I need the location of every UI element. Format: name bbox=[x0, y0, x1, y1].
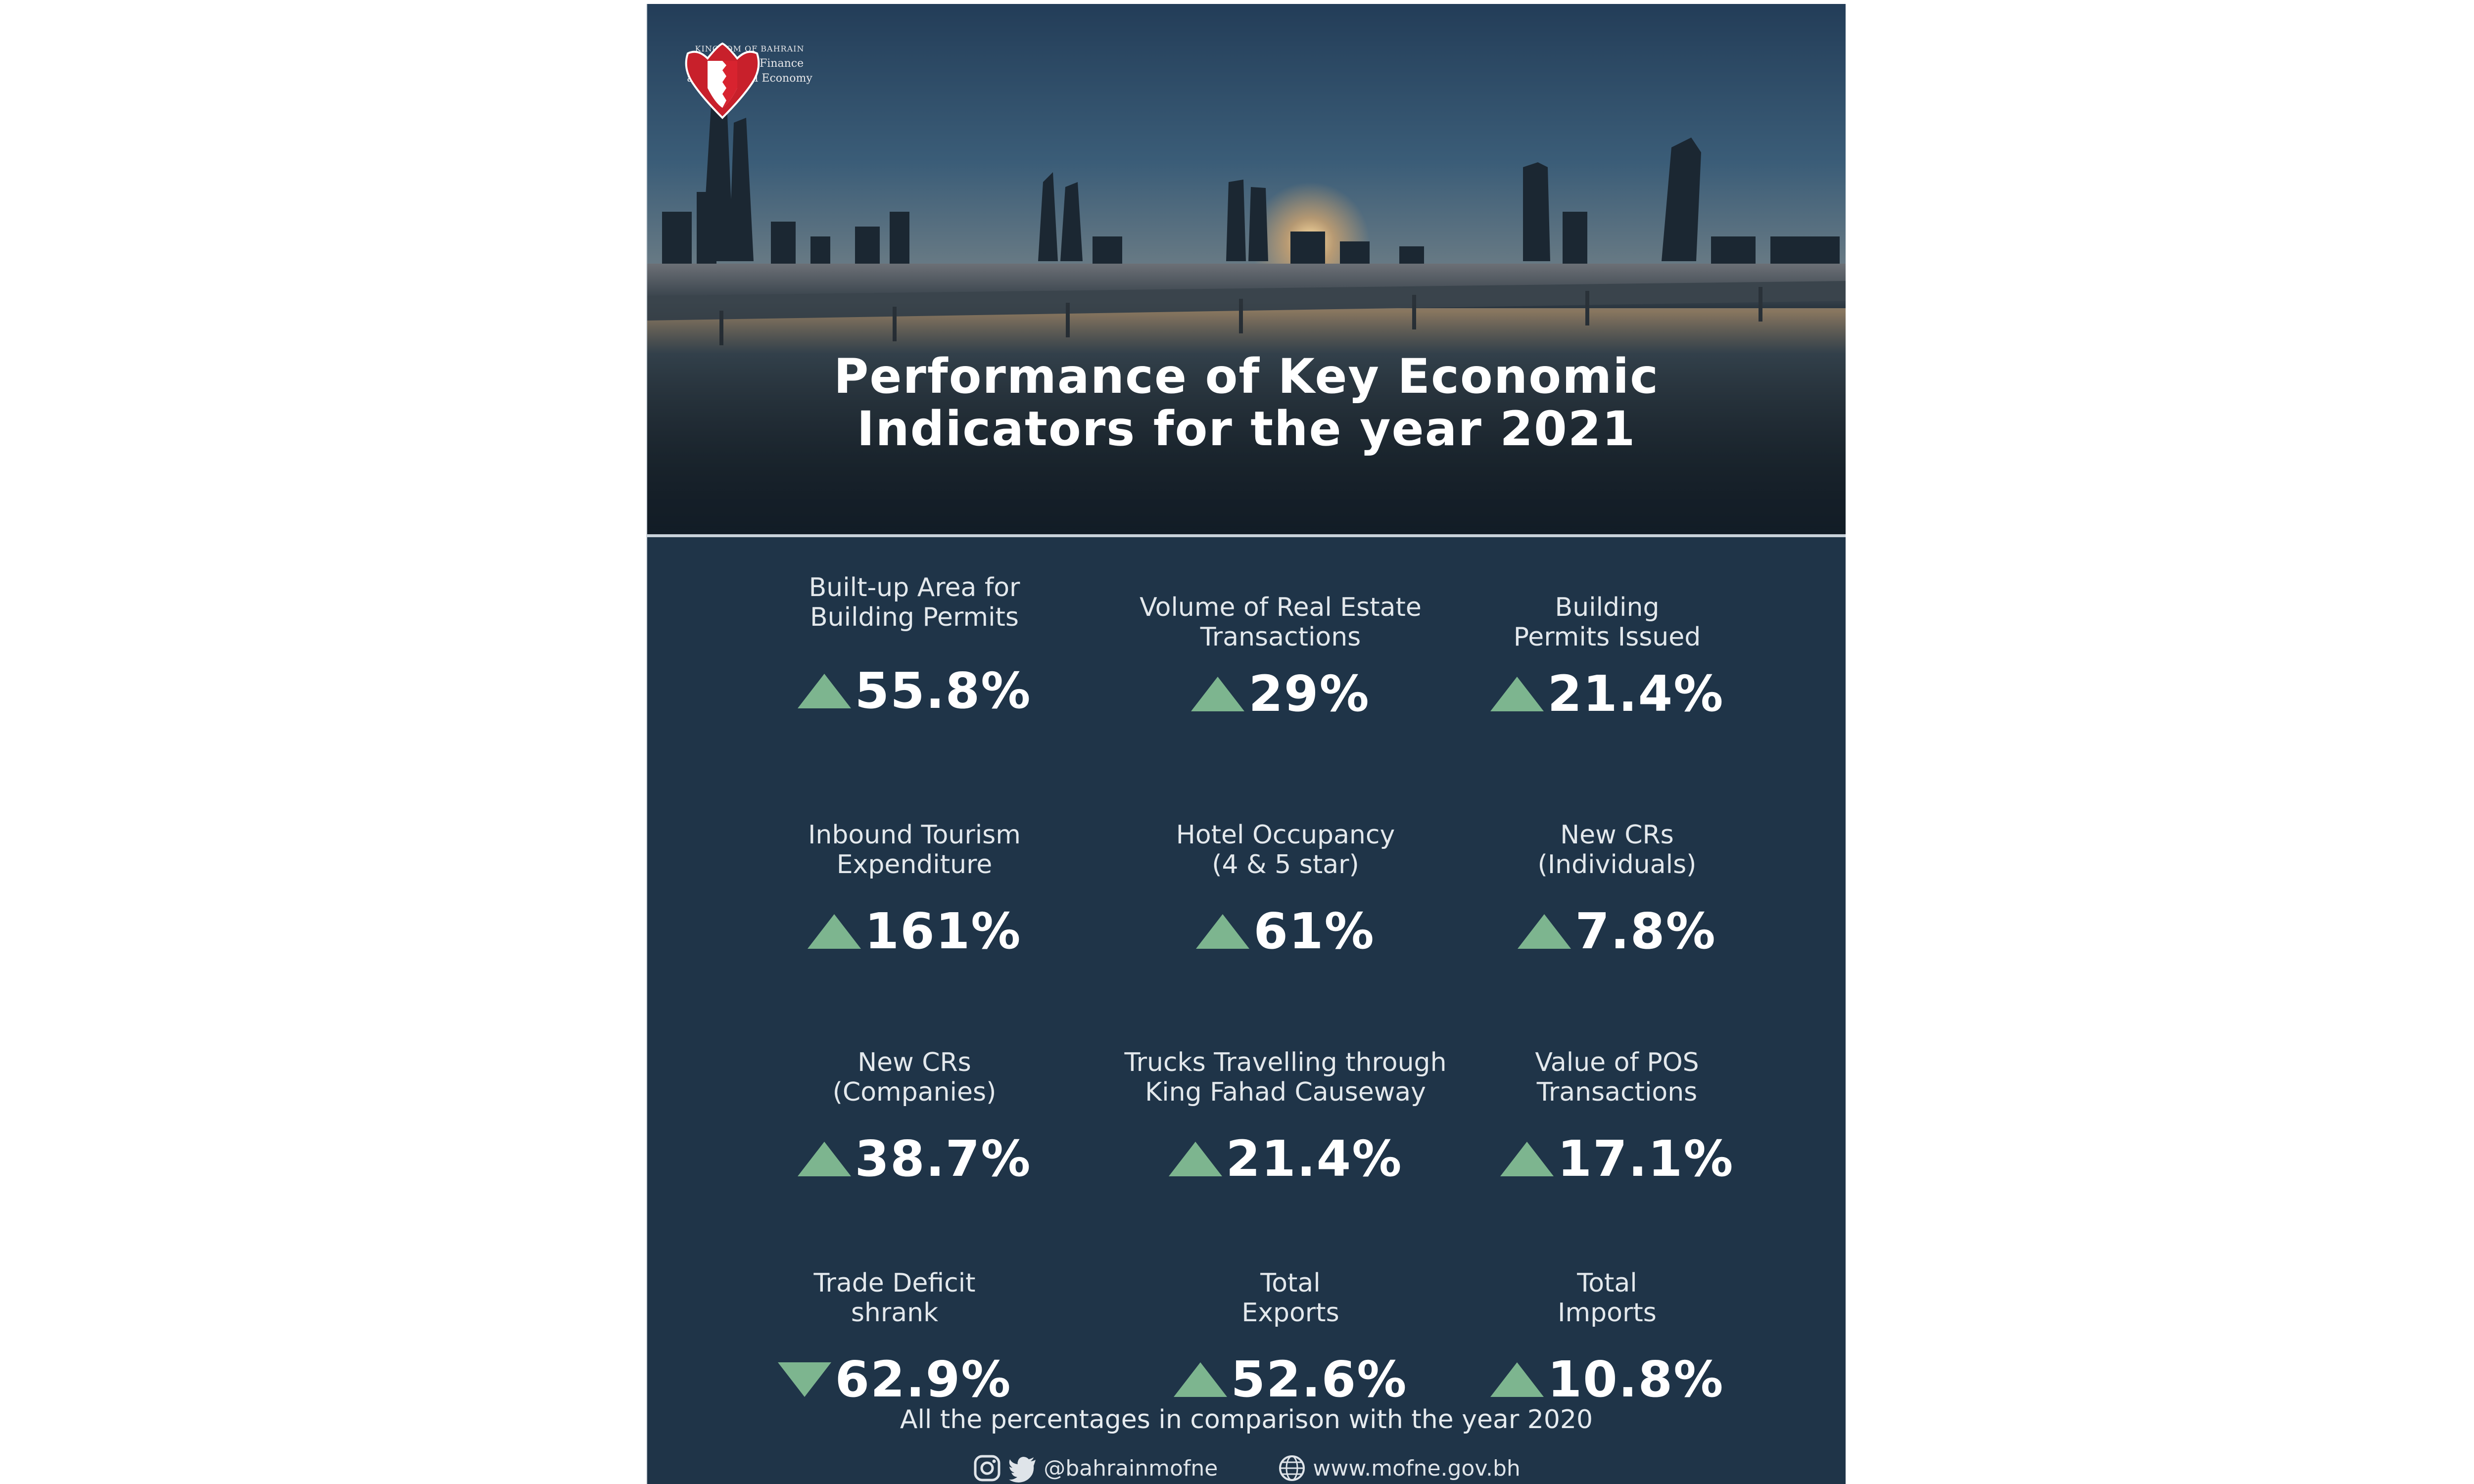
up-arrow-icon bbox=[1490, 677, 1544, 711]
indicator-percentage: 161% bbox=[864, 902, 1022, 960]
website-link[interactable]: www.mofne.gov.bh bbox=[1313, 1455, 1521, 1481]
indicator-percentage: 17.1% bbox=[1557, 1130, 1734, 1188]
indicator-new-crs-individuals: New CRs (Individuals) 7.8% bbox=[1469, 820, 1765, 959]
indicator-value-row: 7.8% bbox=[1469, 904, 1765, 959]
indicator-building-permits: Building Permits Issued 21.4% bbox=[1459, 593, 1756, 721]
indicator-new-crs-companies: New CRs (Companies) 38.7% bbox=[756, 1048, 1073, 1186]
indicator-percentage: 61% bbox=[1253, 902, 1375, 960]
indicator-label: Value of POS Transactions bbox=[1535, 1048, 1699, 1107]
indicator-label: Inbound Tourism Expenditure bbox=[808, 820, 1021, 880]
up-arrow-icon bbox=[1191, 677, 1245, 711]
indicator-real-estate-volume: Volume of Real Estate Transactions 29% bbox=[1093, 593, 1469, 721]
indicator-label: New CRs (Individuals) bbox=[1537, 820, 1697, 880]
indicator-causeway-trucks: Trucks Travelling through King Fahad Cau… bbox=[1073, 1048, 1498, 1186]
indicator-value-row: 21.4% bbox=[1073, 1132, 1498, 1186]
indicator-hotel-occupancy: Hotel Occupancy (4 & 5 star) 61% bbox=[1122, 820, 1449, 959]
indicator-label: Volume of Real Estate Transactions bbox=[1140, 593, 1422, 652]
indicator-percentage: 7.8% bbox=[1575, 902, 1716, 960]
up-arrow-icon bbox=[1518, 914, 1571, 949]
title-line-2: Indicators for the year 2021 bbox=[856, 401, 1636, 457]
comparison-footnote: All the percentages in comparison with t… bbox=[900, 1405, 1593, 1435]
indicator-label: Building Permits Issued bbox=[1513, 593, 1701, 652]
header-divider bbox=[647, 534, 1846, 537]
title-line-1: Performance of Key Economic bbox=[834, 349, 1659, 404]
indicator-percentage: 38.7% bbox=[855, 1130, 1032, 1188]
up-arrow-icon bbox=[807, 914, 861, 949]
social-footer: @bahrainmofne www.mofne.gov.bh bbox=[647, 1453, 1846, 1483]
social-handle[interactable]: @bahrainmofne bbox=[1044, 1455, 1218, 1481]
up-arrow-icon bbox=[1173, 1362, 1227, 1397]
down-arrow-icon bbox=[777, 1362, 831, 1397]
indicator-value-row: 29% bbox=[1093, 667, 1469, 721]
indicator-label: Total Imports bbox=[1558, 1268, 1657, 1328]
twitter-icon[interactable] bbox=[1008, 1453, 1038, 1483]
indicator-label: Trucks Travelling through King Fahad Cau… bbox=[1124, 1048, 1447, 1107]
indicator-tourism-expenditure: Inbound Tourism Expenditure 161% bbox=[756, 820, 1073, 959]
skyline-illustration bbox=[647, 93, 1846, 534]
indicator-percentage: 29% bbox=[1248, 665, 1370, 723]
up-arrow-icon bbox=[797, 674, 851, 708]
indicator-label: Built-up Area for Building Permits bbox=[809, 573, 1020, 632]
indicator-value-row: 52.6% bbox=[1142, 1352, 1439, 1407]
indicator-percentage: 52.6% bbox=[1231, 1350, 1408, 1408]
indicator-total-imports: Total Imports 10.8% bbox=[1459, 1268, 1756, 1407]
indicator-percentage: 10.8% bbox=[1547, 1350, 1724, 1408]
indicator-total-exports: Total Exports 52.6% bbox=[1142, 1268, 1439, 1407]
up-arrow-icon bbox=[1500, 1142, 1554, 1176]
ministry-logo: KINGDOM OF BAHRAIN Ministry of Finance a… bbox=[678, 39, 821, 119]
indicator-label: New CRs (Companies) bbox=[832, 1048, 997, 1107]
indicator-percentage: 21.4% bbox=[1226, 1130, 1403, 1188]
indicator-label: Total Exports bbox=[1241, 1268, 1339, 1328]
indicator-built-up-area: Built-up Area for Building Permits 55.8% bbox=[756, 573, 1073, 718]
skyline-header-image: KINGDOM OF BAHRAIN Ministry of Finance a… bbox=[647, 4, 1846, 534]
indicator-percentage: 55.8% bbox=[855, 662, 1032, 720]
up-arrow-icon bbox=[1168, 1142, 1222, 1176]
indicator-value-row: 10.8% bbox=[1459, 1352, 1756, 1407]
bahrain-emblem-icon bbox=[685, 42, 760, 119]
indicator-value-row: 55.8% bbox=[756, 664, 1073, 718]
indicator-value-row: 61% bbox=[1122, 904, 1449, 959]
indicator-label: Hotel Occupancy (4 & 5 star) bbox=[1176, 820, 1395, 880]
infographic-poster: KINGDOM OF BAHRAIN Ministry of Finance a… bbox=[646, 4, 1846, 1484]
up-arrow-icon bbox=[797, 1142, 851, 1176]
indicator-value-row: 21.4% bbox=[1459, 667, 1756, 721]
indicator-value-row: 38.7% bbox=[756, 1132, 1073, 1186]
page-title: Performance of Key Economic Indicators f… bbox=[647, 350, 1846, 455]
indicator-pos-transactions: Value of POS Transactions 17.1% bbox=[1469, 1048, 1765, 1186]
indicator-trade-deficit: Trade Deficit shrank 62.9% bbox=[746, 1268, 1043, 1407]
globe-icon bbox=[1279, 1455, 1305, 1481]
indicator-value-row: 62.9% bbox=[746, 1352, 1043, 1407]
up-arrow-icon bbox=[1490, 1362, 1544, 1397]
up-arrow-icon bbox=[1196, 914, 1250, 949]
indicator-value-row: 17.1% bbox=[1469, 1132, 1765, 1186]
indicator-label: Trade Deficit shrank bbox=[813, 1268, 976, 1328]
indicator-value-row: 161% bbox=[756, 904, 1073, 959]
instagram-icon[interactable] bbox=[972, 1453, 1002, 1483]
indicator-percentage: 21.4% bbox=[1547, 665, 1724, 723]
indicator-percentage: 62.9% bbox=[835, 1350, 1012, 1408]
